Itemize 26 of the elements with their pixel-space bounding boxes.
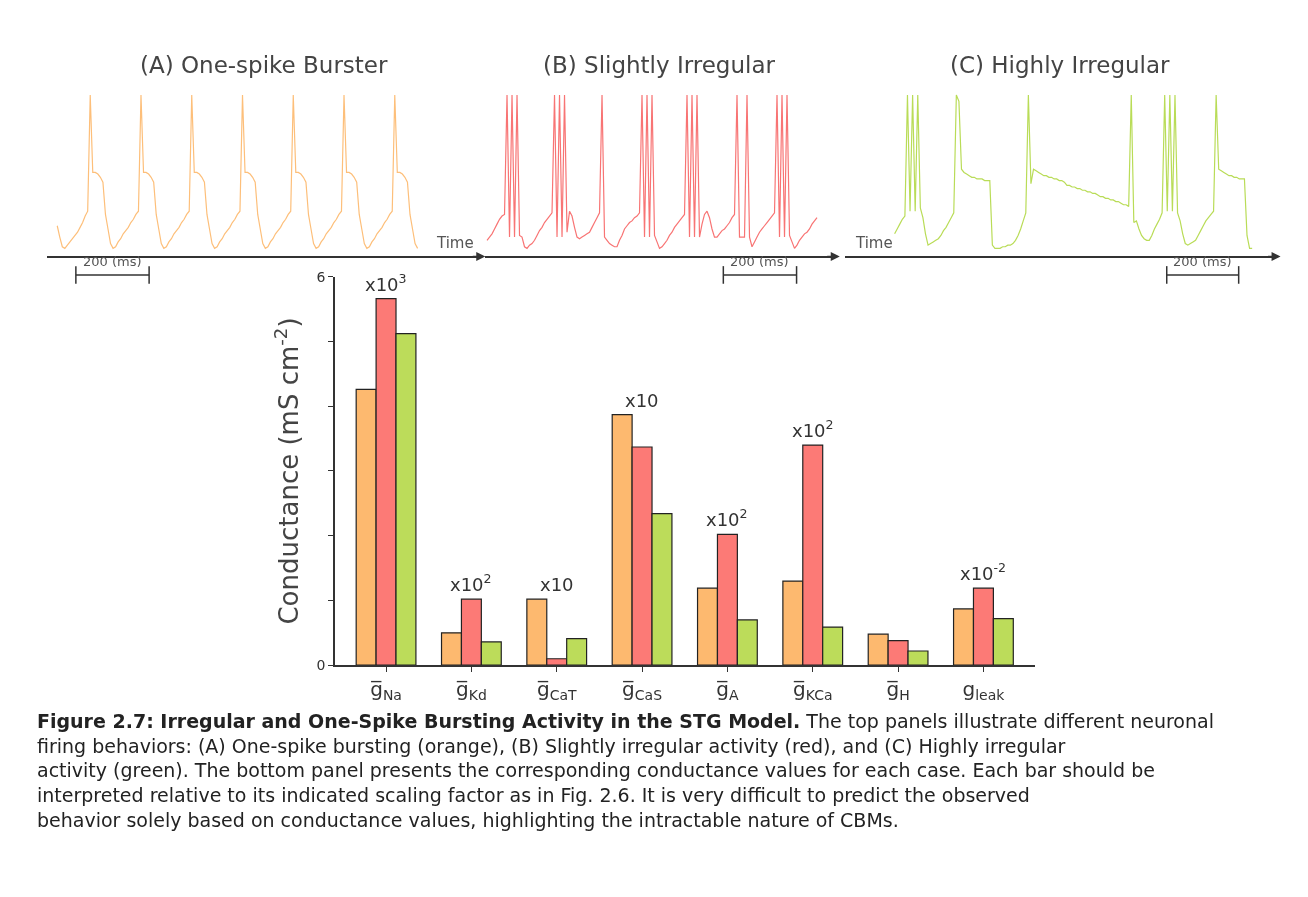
x-tick-label: g̅$_{Kd}$ bbox=[456, 676, 487, 704]
chart-title: (A) One-spike Burster bbox=[140, 52, 389, 78]
annotation: x10$^{-2}$ bbox=[960, 560, 1007, 584]
chart-title: (B) Slightly Irregular bbox=[543, 52, 776, 78]
caption: Figure 2.7: Irregular and One-Spike Bursting Activity in the STG Model. bbox=[37, 710, 801, 732]
x-axis-title: Time bbox=[436, 234, 474, 252]
annotation: 200 (ms) bbox=[83, 254, 142, 269]
x-axis-title: Time bbox=[855, 234, 893, 252]
annotation: x10$^{2}$ bbox=[792, 417, 834, 441]
annotation: 200 (ms) bbox=[730, 254, 789, 269]
annotation: x10$^{2}$ bbox=[706, 506, 748, 530]
x-tick-label: g$_{leak}$ bbox=[962, 676, 1006, 704]
annotation: 200 (ms) bbox=[1173, 254, 1232, 269]
y-tick-label: 0 bbox=[316, 657, 326, 674]
x-tick-label: g̅$_{CaT}$ bbox=[536, 676, 577, 704]
annotation: x10$^{2}$ bbox=[450, 571, 492, 595]
x-tick-label: g̅$_{KCa}$ bbox=[793, 676, 833, 704]
x-tick-label: g̅$_{A}$ bbox=[716, 676, 739, 704]
y-tick-label: 6 bbox=[316, 268, 326, 285]
annotation: x10 bbox=[540, 574, 574, 595]
x-tick-label: g̅$_{CaS}$ bbox=[622, 676, 663, 704]
x-tick-label: g̅$_{H}$ bbox=[886, 676, 910, 704]
annotation: x10$^{3}$ bbox=[365, 271, 407, 295]
x-tick-label: g̅$_{Na}$ bbox=[370, 676, 402, 704]
chart-title: (C) Highly Irregular bbox=[950, 52, 1171, 78]
annotation: x10 bbox=[625, 390, 659, 411]
